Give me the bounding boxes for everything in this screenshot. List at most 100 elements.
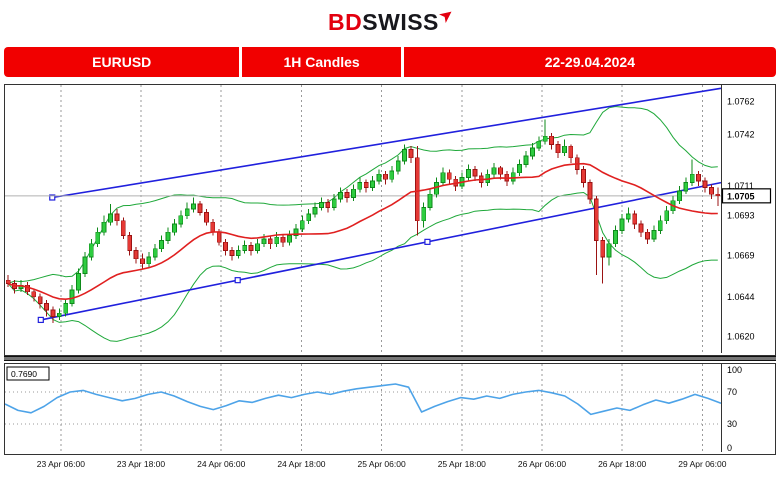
candle-body [325,202,331,208]
candle-body [101,221,107,233]
candle-body [568,145,574,159]
oscillator-value-text: 0.7690 [11,369,37,379]
candle-body [133,250,139,260]
oscillator-value-box: 0.7690 [6,366,50,381]
candle-body [587,182,593,200]
bollinger-lower-band [7,191,718,342]
current-price-value: 1.0705 [727,191,755,201]
candle-body [581,168,586,184]
candle-body [229,250,235,256]
candle-body [657,220,663,231]
candle-body [82,256,88,274]
candle-body [376,173,382,182]
panel-divider [4,356,776,361]
time-tick-label: 29 Apr 06:00 [678,459,726,469]
price-chart-panel: 1.0762 1.0742 1.0711 1.0693 1.0669 1.0644 1.06… [4,84,776,356]
price-tick-label: 1.0620 [727,331,755,341]
bdswiss-logo: BD SWISS ➤ [328,5,457,36]
candle-body [293,228,299,236]
candle-body [344,192,350,198]
candle-body [203,211,209,223]
info-banner: EURUSD 1H Candles 22-29.04.2024 [4,47,776,77]
price-axis-labels: 1.0762 1.0742 1.0711 1.0693 1.0669 1.0644 1.06… [727,97,755,342]
chart-area: 1.0762 1.0742 1.0711 1.0693 1.0669 1.0644 1.06… [4,84,776,476]
candle-body [37,296,43,304]
time-tick-label: 26 Apr 06:00 [518,459,566,469]
candle-body [561,145,567,154]
candle-body [338,192,344,200]
moving-average-line [7,162,718,301]
price-tick-label: 1.0644 [727,292,755,302]
candle-body [50,309,56,318]
candle-body [44,302,49,311]
oscillator-line [5,383,722,416]
candle-body [267,238,273,245]
time-tick-label: 24 Apr 18:00 [277,459,325,469]
candle-body [140,258,145,265]
candle-body [600,240,606,258]
time-tick-label: 23 Apr 18:00 [117,459,165,469]
trend-channel-layer [37,87,722,324]
candle-body [434,182,439,195]
candle-body [466,168,471,179]
candle-body [363,182,369,188]
candle-body [165,231,171,241]
candle-body [536,140,542,149]
candle-body [395,160,401,172]
candle-body [331,198,337,208]
candle-body [414,157,420,222]
oscillator-gridlines [5,364,721,452]
current-price-box [721,188,772,204]
price-chart-svg: 1.0762 1.0742 1.0711 1.0693 1.0669 1.0644 1.06… [5,85,772,353]
candle-body [472,168,478,177]
candle-body [613,230,618,245]
candle-body [235,250,241,256]
candle-body [261,238,267,245]
candle-body [382,173,388,180]
candle-body [689,173,695,184]
candle-body [184,208,190,217]
candle-body [255,243,260,251]
candle-body [159,240,165,250]
candle-body [715,193,721,197]
candle-body [696,173,702,182]
candle-body [242,245,248,251]
candle-body [606,243,612,258]
candle-body [402,149,407,162]
time-tick-label: 23 Apr 06:00 [37,459,85,469]
candle-body [651,230,657,240]
candle-body [191,203,196,210]
trend-channel-lower-line [40,181,722,321]
candle-body [69,289,75,304]
candle-body [645,231,650,240]
oscillator-tick-label: 100 [727,365,742,375]
candle-body [427,193,433,208]
candle-body [357,182,363,190]
oscillator-tick-label: 30 [727,419,737,429]
candle-body [510,172,516,182]
candle-body [299,220,305,230]
channel-anchor-marker [234,277,241,284]
candle-body [351,188,356,198]
gridlines-layer [60,85,703,353]
price-tick-label: 1.0762 [727,97,755,107]
candle-body [216,231,222,243]
logo-swiss-text: SWISS [362,8,439,35]
candle-body [114,213,120,222]
oscillator-value-rect [6,366,50,381]
price-tick-label: 1.0669 [727,250,755,260]
candle-body [370,180,375,188]
candle-body [664,210,670,222]
candle-body [389,170,395,180]
oscillator-panel: 100 70 30 0 0.7690 [4,363,776,455]
candle-body [88,243,94,258]
candle-body [223,241,228,251]
candle-body [172,223,177,233]
candle-body [625,213,631,220]
bollinger-upper-band [8,105,718,284]
candle-body [523,155,529,165]
candle-body [542,135,548,142]
candle-body [549,135,554,145]
time-axis-svg: 23 Apr 06:00 23 Apr 18:00 24 Apr 06:00 24 A… [37,459,727,469]
symbol-label: EURUSD [4,47,243,77]
